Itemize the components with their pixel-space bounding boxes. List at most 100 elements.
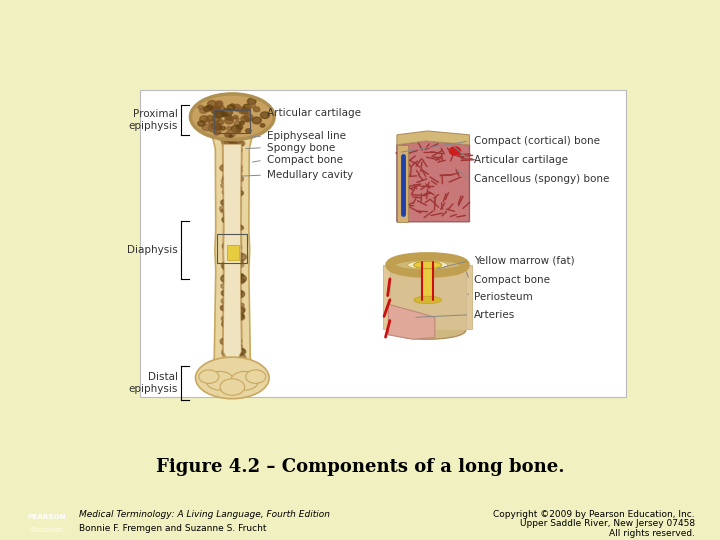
Circle shape [449,147,461,155]
Circle shape [222,300,230,306]
Circle shape [216,101,222,106]
Polygon shape [466,265,472,329]
Circle shape [215,125,222,130]
Circle shape [227,126,231,130]
Circle shape [219,111,223,114]
Circle shape [230,237,233,240]
Circle shape [233,269,240,274]
Circle shape [220,206,227,211]
Circle shape [230,330,237,335]
Circle shape [235,245,241,250]
Polygon shape [397,141,469,222]
Circle shape [232,293,235,295]
Circle shape [252,117,261,124]
Text: Epiphyseal line: Epiphyseal line [267,131,346,141]
Circle shape [205,119,209,122]
Ellipse shape [190,94,274,140]
Text: Cancellous (spongy) bone: Cancellous (spongy) bone [474,174,609,185]
Ellipse shape [414,261,441,269]
Circle shape [220,305,226,309]
Circle shape [220,209,225,213]
Circle shape [230,293,235,295]
Circle shape [232,342,242,350]
Ellipse shape [246,370,266,383]
Circle shape [233,265,236,268]
Circle shape [207,116,213,120]
Circle shape [225,255,231,259]
Circle shape [222,320,233,328]
Circle shape [212,123,221,130]
Circle shape [226,367,238,375]
Ellipse shape [408,261,448,269]
Text: Proximal
epiphysis: Proximal epiphysis [129,110,178,131]
Circle shape [238,354,246,360]
FancyBboxPatch shape [421,265,434,300]
Circle shape [234,290,245,298]
Text: PEARSON: PEARSON [27,514,66,519]
Circle shape [253,107,260,112]
Text: Compact bone: Compact bone [267,155,343,165]
Circle shape [214,131,219,135]
Circle shape [228,187,231,190]
Circle shape [224,328,230,333]
Circle shape [233,104,240,110]
Circle shape [228,185,233,188]
Text: Spongy bone: Spongy bone [267,143,336,153]
Circle shape [207,105,212,110]
Circle shape [217,106,225,112]
Circle shape [228,138,234,143]
Circle shape [237,308,245,313]
Text: Education: Education [30,526,63,532]
Circle shape [224,176,231,181]
Circle shape [235,345,242,349]
Circle shape [237,131,242,135]
Circle shape [233,343,241,349]
Circle shape [225,115,232,120]
Text: Diaphysis: Diaphysis [127,245,178,255]
Circle shape [230,349,235,352]
Circle shape [220,165,228,171]
Circle shape [229,204,234,208]
Circle shape [209,125,218,132]
Circle shape [237,130,240,133]
Circle shape [221,284,228,288]
Circle shape [222,175,230,181]
Circle shape [222,349,229,355]
Text: Compact bone: Compact bone [474,275,550,285]
Circle shape [237,165,242,169]
Circle shape [228,322,237,328]
Circle shape [235,148,242,153]
Polygon shape [383,265,390,329]
Circle shape [230,241,237,246]
Circle shape [228,177,238,186]
Circle shape [230,104,234,106]
Circle shape [221,183,228,188]
Text: Upper Saddle River, New Jersey 07458: Upper Saddle River, New Jersey 07458 [520,519,695,528]
Circle shape [210,106,220,113]
Circle shape [224,213,228,216]
Circle shape [236,306,245,313]
Circle shape [236,125,243,130]
Circle shape [230,230,238,236]
Circle shape [212,107,221,114]
Circle shape [221,298,228,303]
Circle shape [220,136,228,141]
Polygon shape [390,265,466,330]
FancyBboxPatch shape [140,90,626,397]
Circle shape [220,338,229,345]
Polygon shape [397,131,469,145]
Circle shape [222,264,231,270]
Circle shape [238,107,248,114]
Circle shape [238,279,241,281]
Circle shape [215,101,222,106]
Circle shape [221,274,232,282]
Circle shape [261,124,265,127]
Circle shape [246,129,251,133]
Circle shape [249,103,256,107]
Text: Periosteum: Periosteum [474,292,533,302]
Circle shape [228,105,235,111]
Circle shape [227,329,233,334]
Ellipse shape [390,256,466,274]
Circle shape [221,179,228,184]
Circle shape [231,251,242,259]
